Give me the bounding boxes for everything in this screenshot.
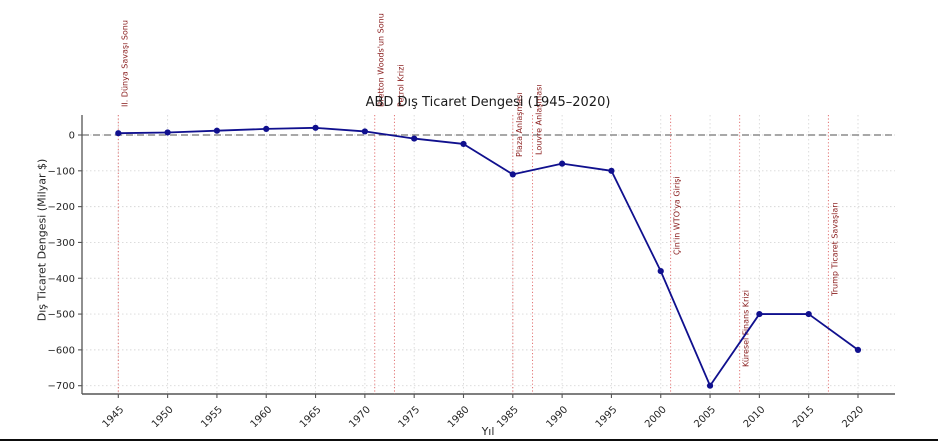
data-point-marker bbox=[805, 310, 812, 318]
x-tick-label: 1950 bbox=[150, 404, 176, 430]
chart-title: ABD Dış Ticaret Dengesi (1945–2020) bbox=[365, 95, 611, 110]
event-label: Petrol Krizi bbox=[396, 64, 405, 107]
x-tick-label: 1995 bbox=[594, 404, 620, 430]
data-point-marker bbox=[213, 127, 221, 134]
x-tick-label: 1985 bbox=[495, 404, 521, 430]
trade-balance-line bbox=[118, 126, 859, 387]
x-tick-label: 1955 bbox=[199, 404, 225, 430]
data-point-marker bbox=[164, 129, 171, 136]
event-label: Küresel Finans Krizi bbox=[742, 290, 751, 367]
data-point-marker bbox=[756, 310, 763, 318]
data-point-marker bbox=[657, 267, 664, 275]
x-axis-label: Yıl bbox=[481, 425, 495, 438]
x-tick-label: 2005 bbox=[692, 404, 718, 430]
data-point-marker bbox=[509, 171, 516, 178]
event-label: Trump Ticaret Savaşları bbox=[830, 202, 839, 297]
y-tick-label: −600 bbox=[48, 345, 75, 356]
y-tick-label: −100 bbox=[48, 166, 75, 177]
x-tick-label: 2000 bbox=[643, 404, 669, 430]
x-tick-label: 2015 bbox=[791, 404, 817, 430]
y-tick-label: −200 bbox=[48, 202, 75, 213]
event-label: Bretton Woods'un Sonu bbox=[377, 13, 386, 107]
y-tick-label: −700 bbox=[48, 381, 75, 392]
event-label: II. Dünya Savaşı Sonu bbox=[120, 20, 129, 107]
x-tick-label: 1990 bbox=[544, 404, 570, 430]
x-tick-label: 1945 bbox=[101, 404, 127, 430]
data-point-marker bbox=[263, 125, 270, 133]
data-point-marker bbox=[411, 135, 418, 142]
event-label: Çin'in WTO'ya Girişi bbox=[673, 176, 682, 255]
x-tick-label: 1960 bbox=[249, 404, 275, 430]
x-tick-label: 1975 bbox=[397, 404, 423, 430]
event-label: Plaza Anlaşması bbox=[515, 92, 524, 157]
data-point-marker bbox=[460, 140, 467, 148]
x-tick-label: 1970 bbox=[347, 404, 373, 430]
y-tick-label: 0 bbox=[69, 131, 75, 142]
data-point-marker bbox=[312, 124, 319, 131]
data-point-marker bbox=[706, 382, 714, 389]
y-tick-label: −500 bbox=[48, 310, 75, 321]
data-point-marker bbox=[854, 346, 862, 353]
data-point-marker bbox=[608, 167, 615, 174]
data-point-marker bbox=[115, 130, 122, 137]
y-tick-label: −300 bbox=[48, 238, 75, 249]
x-tick-label: 2010 bbox=[742, 404, 768, 430]
data-point-marker bbox=[361, 128, 368, 135]
data-point-marker bbox=[559, 160, 566, 167]
x-tick-label: 1965 bbox=[298, 404, 324, 430]
event-label: Louvre Anlaşması bbox=[535, 84, 544, 155]
x-tick-label: 1980 bbox=[446, 404, 472, 430]
x-tick-label: 2020 bbox=[840, 404, 866, 430]
window-bottom-border bbox=[0, 439, 938, 441]
y-tick-label: −400 bbox=[48, 274, 75, 285]
y-axis-label: Dış Ticaret Dengesi (Milyar $) bbox=[35, 158, 49, 322]
